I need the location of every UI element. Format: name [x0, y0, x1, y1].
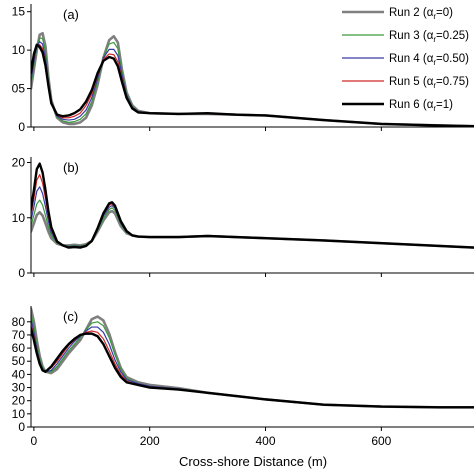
legend-entry-3: Run 5 (αr=0.75)	[342, 76, 469, 90]
legend-label: Run 5 (αr=0.75)	[389, 76, 469, 90]
y-tick-label: 20	[12, 394, 26, 408]
series-line-1	[31, 313, 474, 408]
panel-label: (c)	[63, 309, 78, 324]
panel-2-series	[31, 307, 474, 409]
y-tick-label: 50	[12, 354, 26, 368]
y-tick-label: 15	[12, 5, 26, 19]
legend-label: Run 2 (αr=0)	[389, 7, 453, 21]
panel-label: (b)	[63, 160, 79, 175]
series-line-4	[31, 327, 474, 409]
x-axis-layer: 0 200 400 600	[31, 434, 392, 448]
y-tick-label: 60	[12, 341, 26, 355]
y-tick-label: 80	[12, 315, 26, 329]
y-tick-label: 40	[12, 367, 26, 381]
panel-label: (a)	[63, 7, 79, 22]
series-line-0	[31, 307, 474, 409]
panel-1-series	[31, 162, 474, 249]
y-tick-label: 10	[12, 211, 26, 225]
legend-entry-1: Run 3 (αr=0.25)	[342, 30, 469, 44]
y-tick-label: 10	[12, 43, 26, 57]
series-line-4	[31, 162, 474, 249]
y-tick-label: 10	[12, 407, 26, 421]
series-line-4	[31, 43, 474, 127]
y-tick-label: 0	[18, 120, 25, 134]
legend-entry-2: Run 4 (αr=0.50)	[342, 53, 469, 67]
legend-entry-4: Run 6 (αr=1)	[342, 99, 453, 113]
x-tick-label: 600	[371, 434, 391, 448]
y-tick-label: 20	[12, 156, 26, 170]
panel-0-series	[31, 31, 474, 127]
x-tick-label: 0	[31, 434, 38, 448]
x-axis-title: Cross-shore Distance (m)	[179, 454, 327, 469]
y-tick-label: 05	[12, 82, 26, 96]
legend-entry-0: Run 2 (αr=0)	[342, 7, 453, 21]
panel-1: 0 10 20 (b)	[12, 156, 474, 280]
y-tick-label: 30	[12, 381, 26, 395]
panel-0: 0 05 10 15 (a)	[12, 4, 474, 134]
y-tick-label: 0	[18, 266, 25, 280]
y-tick-label: 70	[12, 328, 26, 342]
x-tick-label: 200	[140, 434, 160, 448]
legend-label: Run 6 (αr=1)	[389, 99, 453, 113]
series-line-1	[31, 199, 474, 249]
legend: Run 2 (αr=0) Run 3 (αr=0.25) Run 4 (αr=0.5…	[342, 7, 469, 113]
legend-label: Run 3 (αr=0.25)	[389, 30, 469, 44]
x-tick-label: 400	[256, 434, 276, 448]
legend-label: Run 4 (αr=0.50)	[389, 53, 469, 67]
y-tick-label: 0	[18, 420, 25, 434]
